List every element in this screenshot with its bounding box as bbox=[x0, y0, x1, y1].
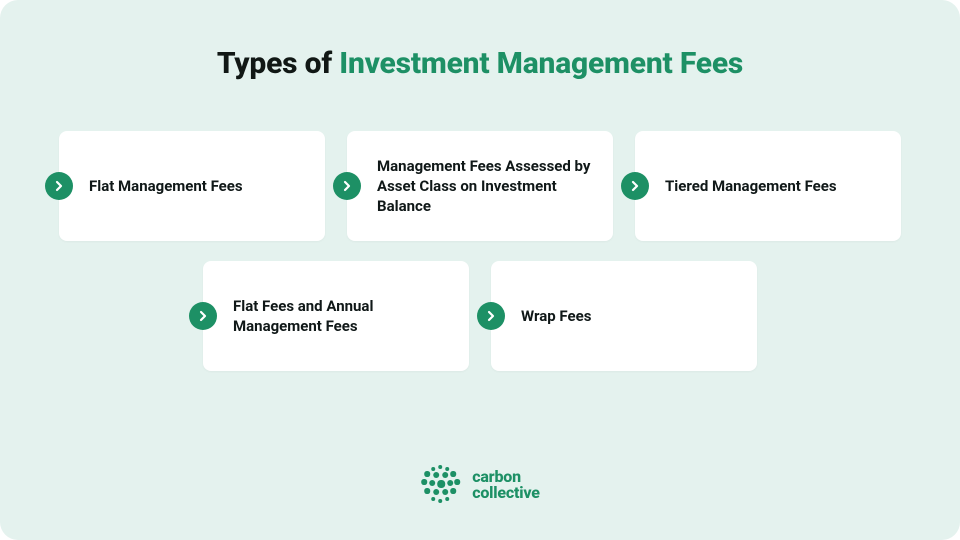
chevron-right-icon bbox=[45, 172, 73, 200]
logo-dot bbox=[431, 497, 436, 502]
fee-card-label: Flat Management Fees bbox=[73, 176, 243, 196]
fee-card-label: Wrap Fees bbox=[505, 306, 591, 326]
logo-dot bbox=[451, 471, 456, 476]
chevron-right-icon bbox=[333, 172, 361, 200]
chevron-right-icon bbox=[621, 172, 649, 200]
infographic-panel: Types of Investment Management Fees Flat… bbox=[0, 0, 960, 540]
brand-logo-text: carbon collective bbox=[472, 469, 540, 501]
brand-logo-line2: collective bbox=[472, 485, 540, 501]
brand-logo-mark bbox=[420, 464, 462, 506]
logo-dot bbox=[455, 479, 460, 484]
fee-card: Wrap Fees bbox=[491, 261, 757, 371]
logo-dot bbox=[438, 480, 445, 487]
logo-dot bbox=[425, 488, 430, 493]
fee-card: Flat Management Fees bbox=[59, 131, 325, 241]
logo-dot bbox=[445, 467, 450, 472]
brand-logo: carbon collective bbox=[420, 464, 540, 506]
logo-dot bbox=[451, 488, 456, 493]
logo-dot bbox=[433, 489, 439, 495]
cards-grid: Flat Management Fees Management Fees Asse… bbox=[0, 131, 960, 371]
fee-card: Flat Fees and Annual Management Fees bbox=[203, 261, 469, 371]
logo-dot bbox=[438, 465, 442, 469]
logo-dot bbox=[429, 480, 436, 487]
fee-card-label: Flat Fees and Annual Management Fees bbox=[217, 296, 449, 337]
logo-dot bbox=[447, 480, 454, 487]
title-highlight: Investment Management Fees bbox=[339, 46, 743, 81]
logo-dot bbox=[433, 472, 439, 478]
title-prefix: Types of bbox=[217, 46, 339, 81]
logo-dot bbox=[442, 489, 448, 495]
logo-dot bbox=[431, 467, 436, 472]
logo-dot bbox=[425, 471, 430, 476]
fee-card: Management Fees Assessed by Asset Class … bbox=[347, 131, 613, 241]
fee-card-label: Tiered Management Fees bbox=[649, 176, 837, 196]
chevron-right-icon bbox=[189, 302, 217, 330]
logo-dot bbox=[442, 472, 448, 478]
logo-dot bbox=[438, 499, 442, 503]
logo-dot bbox=[422, 479, 427, 484]
fee-card: Tiered Management Fees bbox=[635, 131, 901, 241]
page-title: Types of Investment Management Fees bbox=[0, 46, 960, 81]
logo-dot bbox=[445, 497, 450, 502]
chevron-right-icon bbox=[477, 302, 505, 330]
fee-card-label: Management Fees Assessed by Asset Class … bbox=[361, 156, 593, 217]
